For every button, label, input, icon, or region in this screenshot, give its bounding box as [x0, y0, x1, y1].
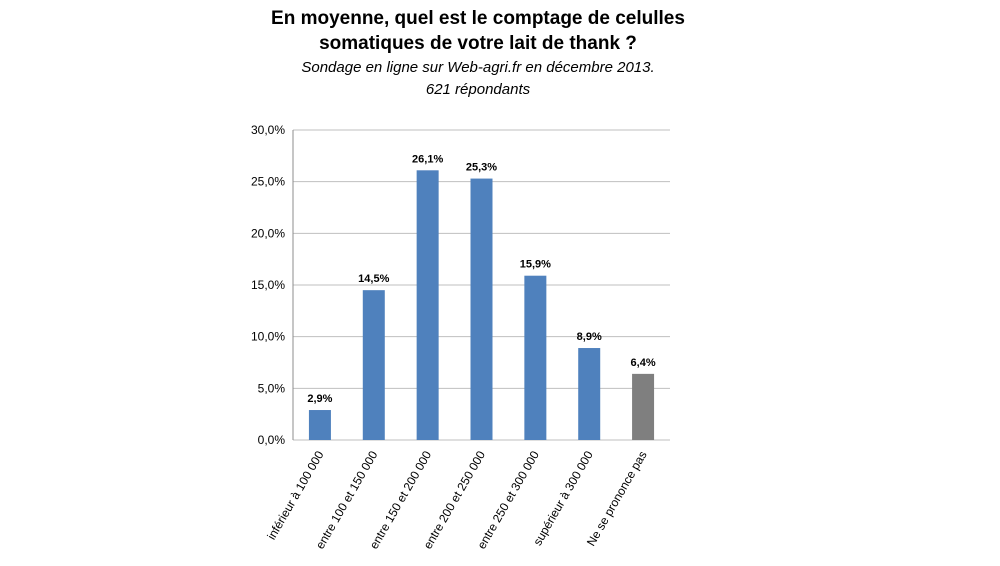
bar	[632, 373, 655, 440]
chart-subtitle: 621 répondants	[426, 81, 531, 98]
bar	[362, 290, 385, 440]
bar	[308, 410, 331, 440]
value-label: 15,9%	[520, 259, 551, 271]
chart-subtitle: Sondage en ligne sur Web-agri.fr en déce…	[301, 59, 654, 76]
bar	[470, 178, 493, 441]
chart-title: somatiques de votre lait de thank ?	[319, 33, 637, 54]
bar	[416, 170, 439, 441]
bar	[578, 348, 601, 440]
value-label: 2,9%	[307, 393, 332, 405]
y-tick-label: 20,0%	[251, 226, 285, 240]
value-label: 25,3%	[466, 162, 497, 174]
value-label: 6,4%	[631, 357, 656, 369]
value-label: 26,1%	[412, 153, 443, 165]
y-tick-label: 25,0%	[251, 175, 285, 189]
y-tick-label: 10,0%	[251, 330, 285, 344]
chart-title: En moyenne, quel est le comptage de celu…	[271, 8, 685, 29]
value-label: 8,9%	[577, 331, 602, 343]
bar	[524, 275, 547, 440]
y-tick-label: 5,0%	[258, 381, 286, 395]
y-tick-label: 0,0%	[258, 433, 286, 447]
value-label: 14,5%	[358, 273, 389, 285]
y-tick-label: 15,0%	[251, 278, 285, 292]
y-tick-label: 30,0%	[251, 123, 285, 137]
